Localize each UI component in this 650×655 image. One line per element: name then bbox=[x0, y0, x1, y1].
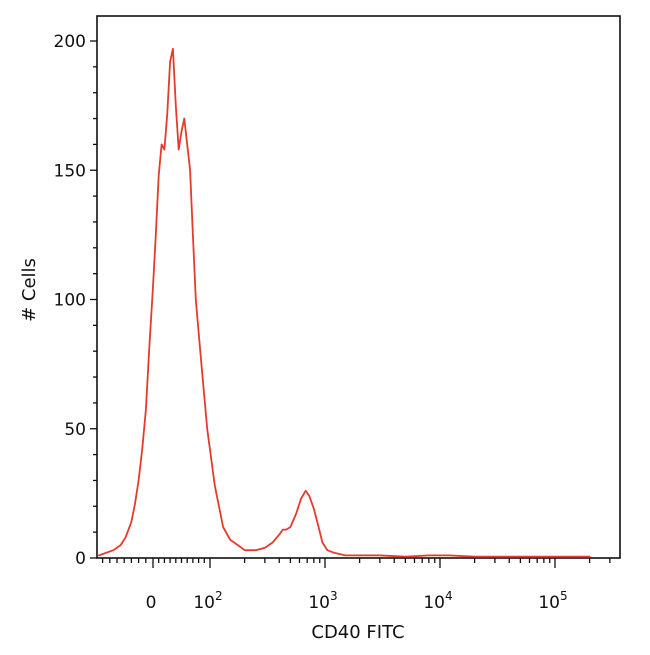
x-tick-exponent: 5 bbox=[560, 589, 568, 603]
x-tick-label: 103 bbox=[308, 589, 337, 613]
x-tick-exponent: 2 bbox=[215, 589, 223, 603]
y-tick-label: 50 bbox=[64, 420, 86, 440]
x-tick-base: 0 bbox=[146, 593, 157, 613]
y-tick-label: 200 bbox=[54, 32, 86, 52]
x-tick-base: 10 bbox=[423, 593, 445, 613]
ticks-layer bbox=[90, 40, 611, 568]
x-tick-label: 102 bbox=[193, 589, 222, 613]
x-tick-exponent: 4 bbox=[445, 589, 453, 603]
plot-frame bbox=[96, 15, 621, 559]
x-tick-base: 10 bbox=[193, 593, 215, 613]
x-tick-base: 10 bbox=[308, 593, 330, 613]
x-tick-label: 105 bbox=[538, 589, 567, 613]
x-tick-base: 10 bbox=[538, 593, 560, 613]
x-tick-exponent: 3 bbox=[330, 589, 338, 603]
y-tick-label: 150 bbox=[54, 161, 86, 181]
x-tick-label: 0 bbox=[146, 593, 157, 613]
y-tick-label: 100 bbox=[54, 291, 86, 311]
x-tick-label: 104 bbox=[423, 589, 452, 613]
x-axis-label: CD40 FITC bbox=[311, 622, 404, 643]
y-axis-label: # Cells bbox=[19, 258, 40, 322]
histogram-series-line bbox=[98, 47, 591, 558]
y-tick-label: 0 bbox=[75, 549, 86, 569]
series-layer bbox=[98, 47, 591, 558]
